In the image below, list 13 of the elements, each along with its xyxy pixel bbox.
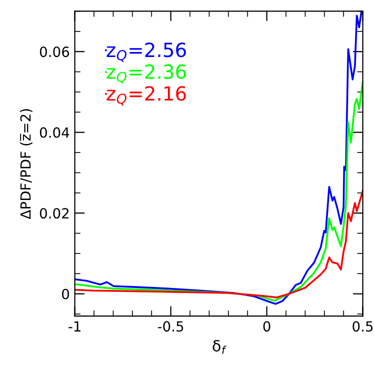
- legend-label: z$_{Q}$=2.56: [106, 42, 186, 62]
- y-tick-label: 0.02: [40, 208, 69, 219]
- y-tick-label: 0.04: [40, 127, 70, 138]
- y-tick-label: 0: [62, 288, 70, 300]
- x-tick-label: 0.5: [352, 321, 373, 332]
- y-axis-title: ΔPDF/PDF (z̅=2): [20, 109, 32, 220]
- x-tick-label: 0: [263, 321, 270, 332]
- x-tick-label: -0.5: [158, 321, 184, 332]
- x-tick-label: -1: [68, 321, 80, 332]
- y-tick-label: 0.06: [40, 46, 70, 58]
- legend-label: z$_{Q}$=2.36: [106, 64, 186, 84]
- legend-label: z$_{Q}$=2.16: [106, 86, 186, 106]
- x-axis-title: δ$_{f}$: [212, 340, 227, 354]
